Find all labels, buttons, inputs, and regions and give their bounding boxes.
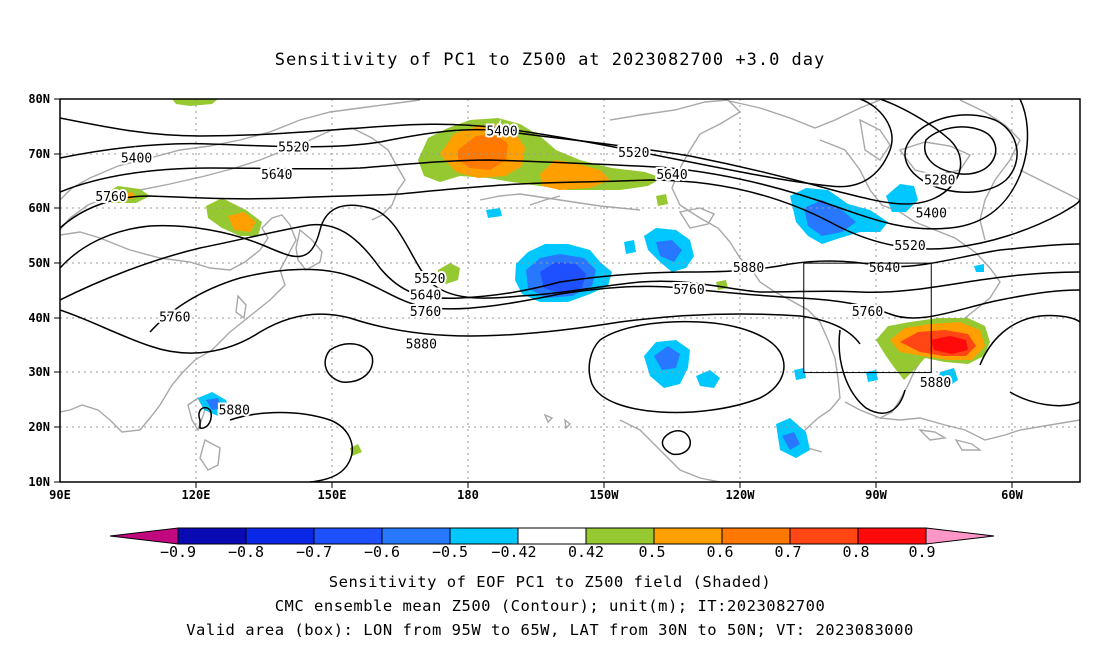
lon-label-150e: 150E <box>318 488 347 502</box>
colorbar-label: 0.7 <box>774 543 801 561</box>
footer-line-2: CMC ensemble mean Z500 (Contour); unit(m… <box>274 597 826 615</box>
colorbar <box>109 527 995 545</box>
colorbar-label: 0.6 <box>706 543 733 561</box>
colorbar-low-triangle <box>109 527 179 545</box>
colorbar-high-triangle <box>925 527 995 545</box>
contour-label: 5640 <box>261 168 292 183</box>
footer-line-1: Sensitivity of EOF PC1 to Z500 field (Sh… <box>328 573 772 591</box>
lat-label-60n: 60N <box>28 201 50 215</box>
contour-label: 5640 <box>410 288 441 303</box>
colorbar-label: −0.9 <box>160 543 196 561</box>
contour-label: 5640 <box>869 261 900 276</box>
lat-label-70n: 70N <box>28 147 50 161</box>
colorbar-bin <box>721 527 791 545</box>
contour-label: 5880 <box>733 261 764 276</box>
map-title: Sensitivity of PC1 to Z500 at 2023082700… <box>274 50 826 70</box>
contour-label: 5880 <box>406 338 437 353</box>
map-frame <box>59 98 1081 483</box>
footer-line-3: Valid area (box): LON from 95W to 65W, L… <box>186 621 914 639</box>
contour-label: 5640 <box>656 168 687 183</box>
contour-label: 5280 <box>924 174 955 189</box>
colorbar-bin <box>585 527 655 545</box>
contour-label: 5400 <box>121 152 152 167</box>
contour-label: 5760 <box>159 310 190 325</box>
colorbar-label: 0.42 <box>568 543 604 561</box>
tick-marks <box>54 98 1013 488</box>
contour-label: 5520 <box>278 141 309 156</box>
colorbar-bin <box>381 527 451 545</box>
colorbar-label: −0.5 <box>432 543 468 561</box>
lat-label-80n: 80N <box>28 92 50 106</box>
contour-label: 5760 <box>852 305 883 320</box>
lon-label-90w: 90W <box>865 488 887 502</box>
lat-label-50n: 50N <box>28 256 50 270</box>
contour-label: 5400 <box>486 124 517 139</box>
colorbar-label: 0.8 <box>842 543 869 561</box>
grid-lines <box>60 99 1080 482</box>
colorbar-label: −0.42 <box>491 543 536 561</box>
colorbar-bin <box>449 527 519 545</box>
colorbar-label: 0.9 <box>908 543 935 561</box>
lat-label-10n: 10N <box>28 475 50 489</box>
contour-label: 5880 <box>219 403 250 418</box>
lon-label-90e: 90E <box>49 488 71 502</box>
colorbar-bin <box>857 527 927 545</box>
colorbar-label: −0.6 <box>364 543 400 561</box>
colorbar-label: 0.5 <box>638 543 665 561</box>
coastlines <box>60 99 1080 482</box>
lat-label-40n: 40N <box>28 311 50 325</box>
colorbar-bin <box>177 527 247 545</box>
colorbar-label: −0.8 <box>228 543 264 561</box>
colorbar-bin <box>245 527 315 545</box>
lat-label-20n: 20N <box>28 420 50 434</box>
contour-label: 5880 <box>920 376 951 391</box>
contour-label: 5520 <box>894 239 925 254</box>
contour-label: 5760 <box>673 283 704 298</box>
colorbar-bin <box>517 527 587 545</box>
colorbar-bin <box>653 527 723 545</box>
contour-label: 5760 <box>410 305 441 320</box>
lon-label-120w: 120W <box>726 488 756 502</box>
lon-label-150w: 150W <box>590 488 620 502</box>
contour-label: 5520 <box>414 272 445 287</box>
lon-label-60w: 60W <box>1001 488 1023 502</box>
z500-contours <box>60 99 1080 482</box>
lon-label-180: 180 <box>457 488 479 502</box>
contour-label: 5400 <box>916 206 947 221</box>
colorbar-bin <box>789 527 859 545</box>
valid-area-box <box>803 262 932 374</box>
contour-label: 5520 <box>618 146 649 161</box>
colorbar-label: −0.7 <box>296 543 332 561</box>
colorbar-bin <box>313 527 383 545</box>
lat-label-30n: 30N <box>28 365 50 379</box>
lon-label-120e: 120E <box>182 488 211 502</box>
contour-label: 5760 <box>95 190 126 205</box>
